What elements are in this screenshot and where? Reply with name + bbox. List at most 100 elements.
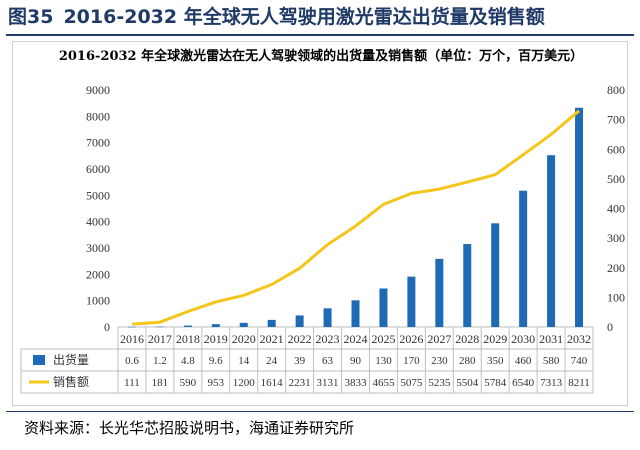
x-tick-label: 2018 — [176, 332, 200, 346]
legend-bar-swatch — [33, 355, 45, 365]
bar-shipment — [491, 223, 500, 327]
bar-shipment — [127, 326, 136, 328]
data-label-shipment: 63 — [322, 355, 334, 367]
y-left-tick-label: 2000 — [86, 267, 110, 281]
data-label-shipment: 39 — [294, 355, 306, 367]
data-label-shipment: 280 — [459, 355, 476, 367]
figure-number: 图35 — [8, 6, 54, 28]
y-right-tick-label: 600 — [607, 142, 625, 156]
x-tick-label: 2028 — [455, 332, 479, 346]
figure-title: 图35 2016-2032 年全球无人驾驶用激光雷达出货量及销售额 — [8, 2, 545, 32]
bar-shipment — [575, 107, 584, 328]
x-tick-label: 2026 — [399, 332, 423, 346]
data-label-sales: 181 — [152, 377, 169, 389]
data-label-shipment: 130 — [375, 355, 392, 367]
data-label-sales: 1200 — [233, 377, 256, 389]
data-label-shipment: 90 — [350, 355, 362, 367]
x-tick-label: 2019 — [204, 332, 228, 346]
x-tick-label: 2017 — [148, 332, 172, 346]
line-sales — [131, 109, 580, 326]
data-label-sales: 590 — [180, 377, 197, 389]
x-tick-label: 2031 — [539, 332, 563, 346]
data-label-sales: 8211 — [568, 377, 590, 389]
x-tick-label: 2020 — [232, 332, 256, 346]
legend-label-shipment: 出货量 — [53, 352, 89, 367]
data-label-shipment: 350 — [487, 355, 504, 367]
y-left-tick-label: 0 — [104, 320, 110, 334]
y-left-tick-label: 9000 — [86, 83, 110, 97]
data-label-sales: 3833 — [345, 377, 368, 389]
data-label-shipment: 14 — [238, 355, 250, 367]
x-tick-label: 2030 — [511, 332, 535, 346]
source-note: 资料来源：长光华芯招股说明书，海通证券研究所 — [24, 419, 355, 437]
bar-shipment — [211, 324, 220, 327]
y-left-tick-label: 1000 — [86, 294, 110, 308]
data-label-sales: 953 — [208, 377, 225, 389]
data-label-shipment: 740 — [571, 355, 588, 367]
bar-shipment — [351, 300, 360, 327]
y-left-tick-label: 5000 — [86, 188, 110, 202]
y-right-tick-label: 200 — [607, 261, 625, 275]
data-label-shipment: 580 — [543, 355, 560, 367]
y-right-tick-label: 400 — [607, 202, 625, 216]
x-tick-label: 2029 — [483, 332, 507, 346]
data-label-shipment: 4.8 — [181, 355, 195, 367]
x-tick-label: 2024 — [344, 332, 368, 346]
bar-shipment — [267, 319, 276, 327]
data-label-shipment: 170 — [403, 355, 420, 367]
chart-title: 2016-2032 年全球激光雷达在无人驾驶领域的出货量及销售额（单位：万个，百… — [58, 49, 584, 64]
bar-shipment — [239, 322, 248, 327]
data-label-sales: 1614 — [261, 377, 284, 389]
bar-shipment — [547, 155, 556, 327]
data-label-sales: 5784 — [484, 377, 507, 389]
y-right-tick-label: 700 — [607, 113, 625, 127]
data-label-sales: 6540 — [512, 377, 535, 389]
legend-label-sales: 销售额 — [53, 374, 89, 389]
bar-shipment — [323, 308, 332, 327]
x-tick-label: 2027 — [427, 332, 451, 346]
data-label-shipment: 460 — [515, 355, 532, 367]
chart-frame: 2016-2032 年全球激光雷达在无人驾驶领域的出货量及销售额（单位：万个，百… — [12, 41, 628, 406]
data-label-shipment: 9.6 — [209, 355, 223, 367]
data-label-sales: 5235 — [428, 377, 451, 389]
chart-canvas: 0 1000 2000 3000 4000 5000 6000 7000 8000 9000 0 10… — [20, 83, 625, 394]
data-label-sales: 5075 — [400, 377, 423, 389]
data-label-shipment: 0.6 — [125, 355, 139, 367]
y-left-tick-label: 7000 — [86, 136, 110, 150]
data-label-shipment: 230 — [431, 355, 448, 367]
bar-shipment — [183, 325, 192, 327]
x-tick-label: 2025 — [371, 332, 395, 346]
bar-shipment — [463, 244, 472, 327]
bar-shipment — [295, 315, 304, 327]
x-tick-label: 2016 — [120, 332, 144, 346]
y-right-tick-label: 100 — [607, 290, 625, 304]
data-label-sales: 4655 — [372, 377, 395, 389]
bar-shipment — [519, 190, 528, 327]
bar-shipment — [379, 288, 388, 327]
x-tick-label: 2023 — [316, 332, 340, 346]
bar-shipment — [407, 276, 416, 327]
x-tick-label: 2032 — [567, 332, 591, 346]
y-left-tick-label: 4000 — [86, 215, 110, 229]
bar-shipment — [155, 326, 164, 328]
figure-title-text: 2016-2032 年全球无人驾驶用激光雷达出货量及销售额 — [63, 6, 545, 28]
y-left-tick-label: 6000 — [86, 162, 110, 176]
data-label-sales: 2231 — [289, 377, 311, 389]
y-left-tick-label: 3000 — [86, 241, 110, 255]
data-label-sales: 7313 — [540, 377, 563, 389]
data-label-shipment: 24 — [266, 355, 278, 367]
y-right-tick-label: 0 — [607, 320, 613, 334]
y-left-tick-label: 8000 — [86, 109, 110, 123]
data-label-sales: 5504 — [456, 377, 479, 389]
y-right-tick-label: 800 — [607, 83, 625, 97]
x-tick-label: 2021 — [260, 332, 284, 346]
data-label-sales: 3131 — [317, 377, 339, 389]
source-divider — [6, 411, 634, 412]
y-right-tick-label: 500 — [607, 172, 625, 186]
bar-shipment — [435, 258, 444, 327]
x-tick-label: 2022 — [288, 332, 312, 346]
data-label-shipment: 1.2 — [153, 355, 167, 367]
data-label-sales: 111 — [124, 377, 140, 389]
title-divider — [6, 34, 634, 36]
y-right-tick-label: 300 — [607, 231, 625, 245]
